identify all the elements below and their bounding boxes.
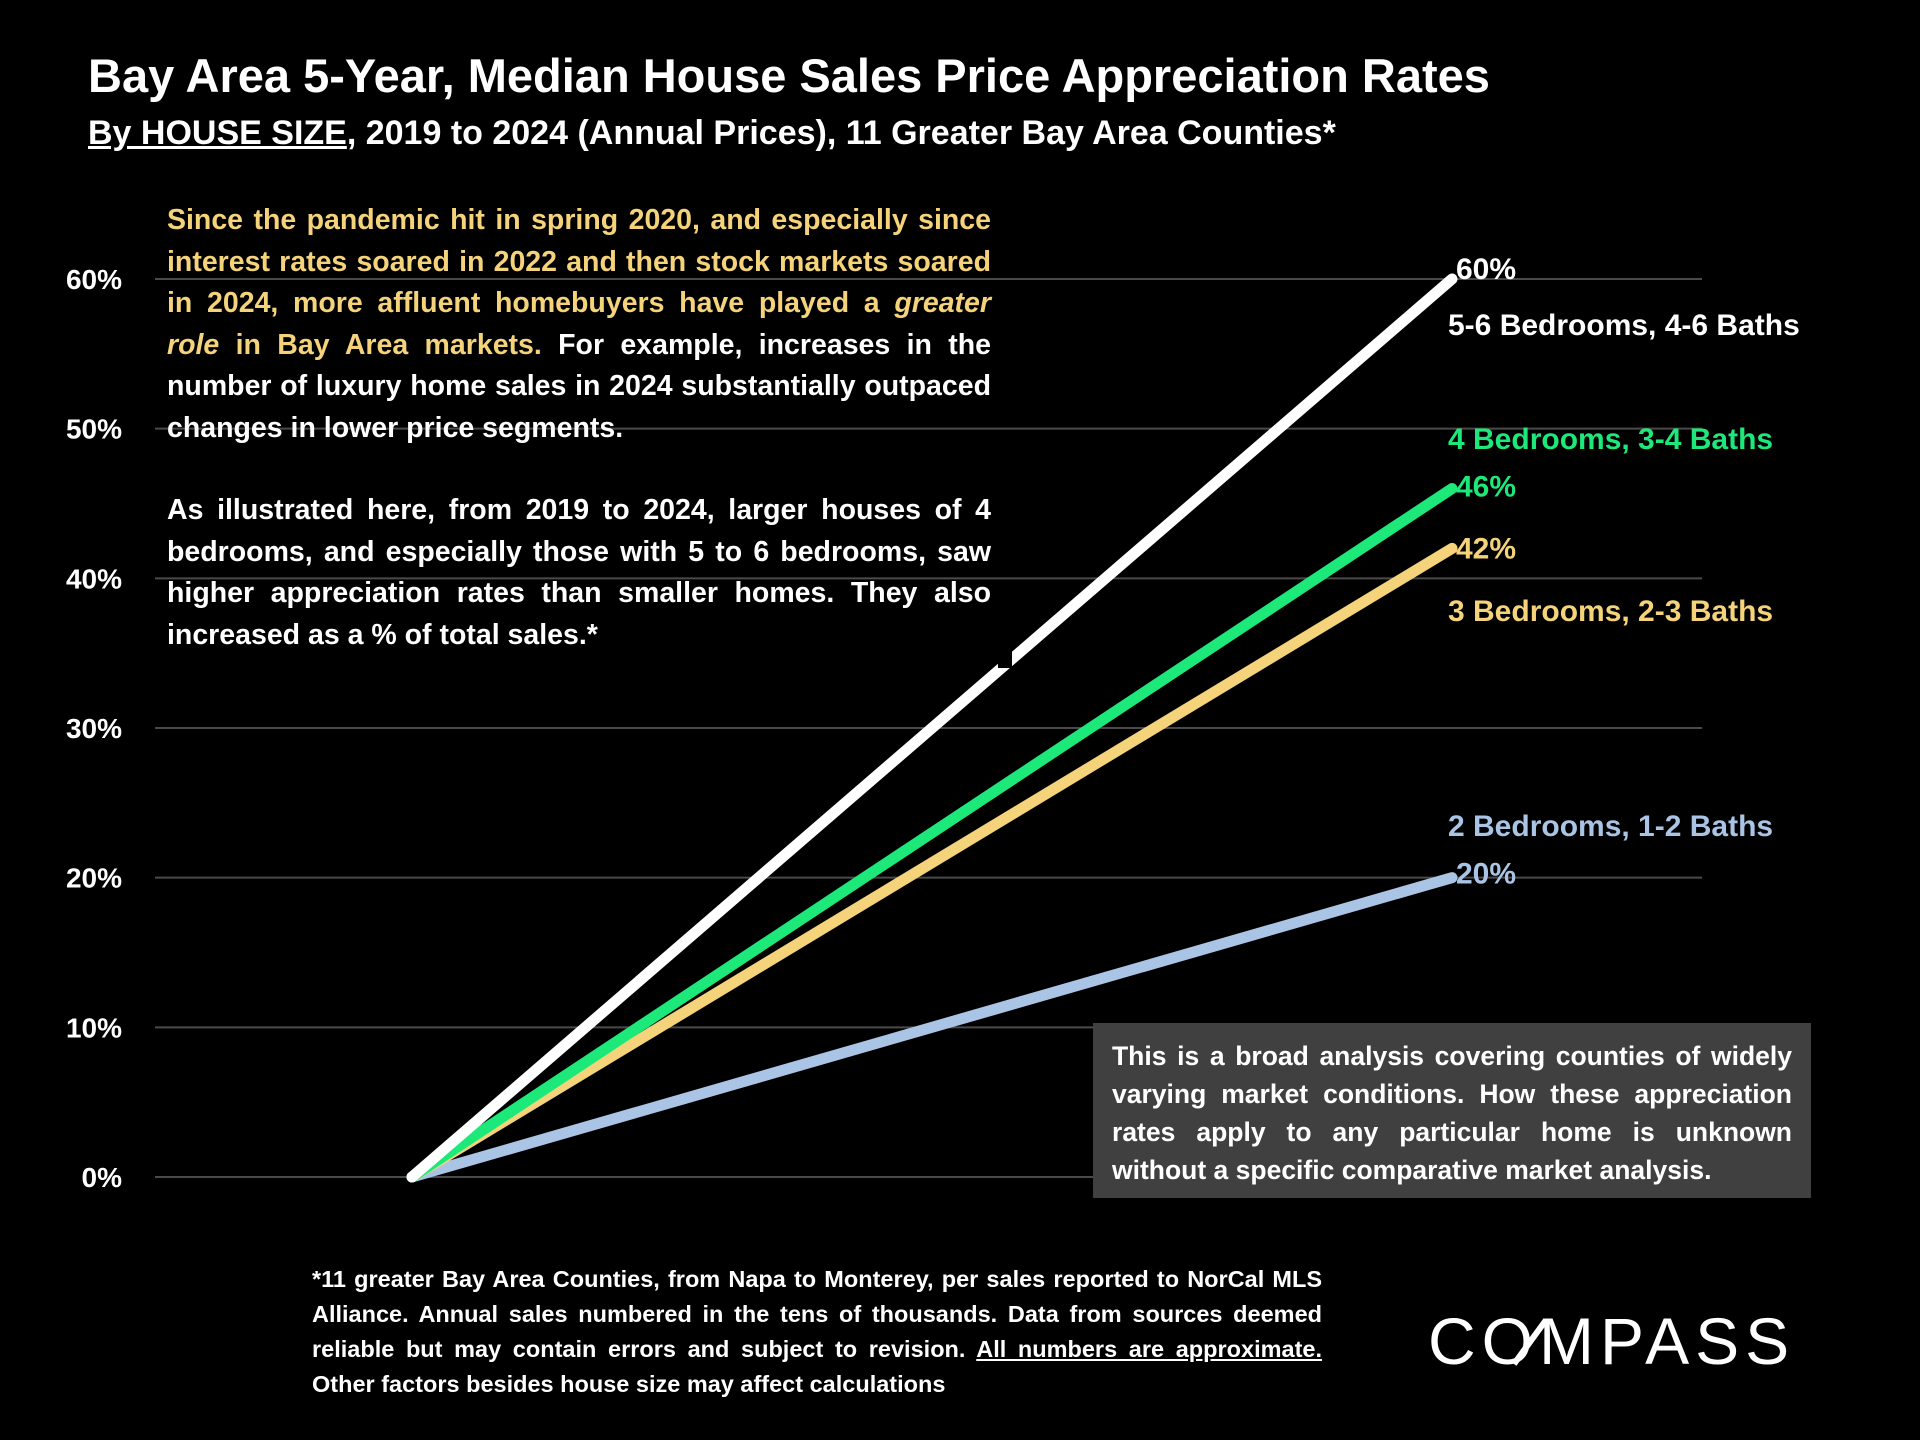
end-value-label-1: 60% — [1456, 253, 1516, 286]
subtitle-rest: , 2019 to 2024 (Annual Prices), 11 Great… — [346, 114, 1336, 152]
y-tick-label-50: 50% — [66, 414, 122, 445]
end-value-label-3: 42% — [1456, 532, 1516, 565]
end-value-label-2: 46% — [1456, 471, 1516, 504]
intro-paragraph-1: Since the pandemic hit in spring 2020, a… — [167, 200, 991, 449]
disclaimer-box: This is a broad analysis covering counti… — [1093, 1023, 1811, 1198]
intro-paragraph-2: As illustrated here, from 2019 to 2024, … — [167, 494, 991, 651]
footnote-part-b: Other factors besides house size may aff… — [312, 1371, 946, 1397]
series-name-label-1: 5-6 Bedrooms, 4-6 Baths — [1448, 309, 1800, 342]
compass-logo-wordmark: COMPASS — [1428, 1306, 1795, 1376]
series-name-label-2: 4 Bedrooms, 3-4 Baths — [1448, 423, 1773, 456]
y-tick-label-40: 40% — [66, 563, 122, 594]
y-tick-label-20: 20% — [66, 863, 122, 894]
chart-subtitle: By HOUSE SIZE, 2019 to 2024 (Annual Pric… — [88, 114, 1336, 153]
series-name-label-3: 3 Bedrooms, 2-3 Baths — [1448, 595, 1773, 628]
series-line-4 — [406, 872, 1458, 1183]
compass-logo-slash — [1511, 1318, 1549, 1366]
intro-highlight-italic: greater role — [167, 287, 991, 361]
series-line-2 — [406, 483, 1458, 1183]
series-line-3 — [406, 542, 1458, 1183]
y-tick-label-10: 10% — [66, 1012, 122, 1043]
series-name-label-4: 2 Bedrooms, 1-2 Baths — [1448, 810, 1773, 843]
intro-text: Since the pandemic hit in spring 2020, a… — [167, 200, 991, 656]
subtitle-house-size: By HOUSE SIZE — [88, 114, 347, 152]
y-tick-label-60: 60% — [66, 264, 122, 295]
y-tick-label-30: 30% — [66, 713, 122, 744]
compass-logo: COMPASS — [1428, 1306, 1795, 1376]
footnote: *11 greater Bay Area Counties, from Napa… — [312, 1262, 1322, 1402]
intro-plain: For example, increases in the number of … — [167, 328, 991, 444]
top-line-gap — [998, 640, 1012, 668]
intro-highlight-b: in Bay Area markets. — [219, 328, 542, 361]
end-value-label-4: 20% — [1456, 858, 1516, 891]
series-line-1 — [406, 273, 1458, 1183]
chart-title: Bay Area 5-Year, Median House Sales Pric… — [88, 49, 1490, 102]
footnote-underlined: All numbers are approximate. — [976, 1336, 1322, 1362]
footnote-part-a: *11 greater Bay Area Counties, from Napa… — [312, 1266, 1322, 1362]
y-tick-label-0: 0% — [82, 1162, 123, 1193]
intro-highlight-a: Since the pandemic hit in spring 2020, a… — [167, 204, 991, 319]
